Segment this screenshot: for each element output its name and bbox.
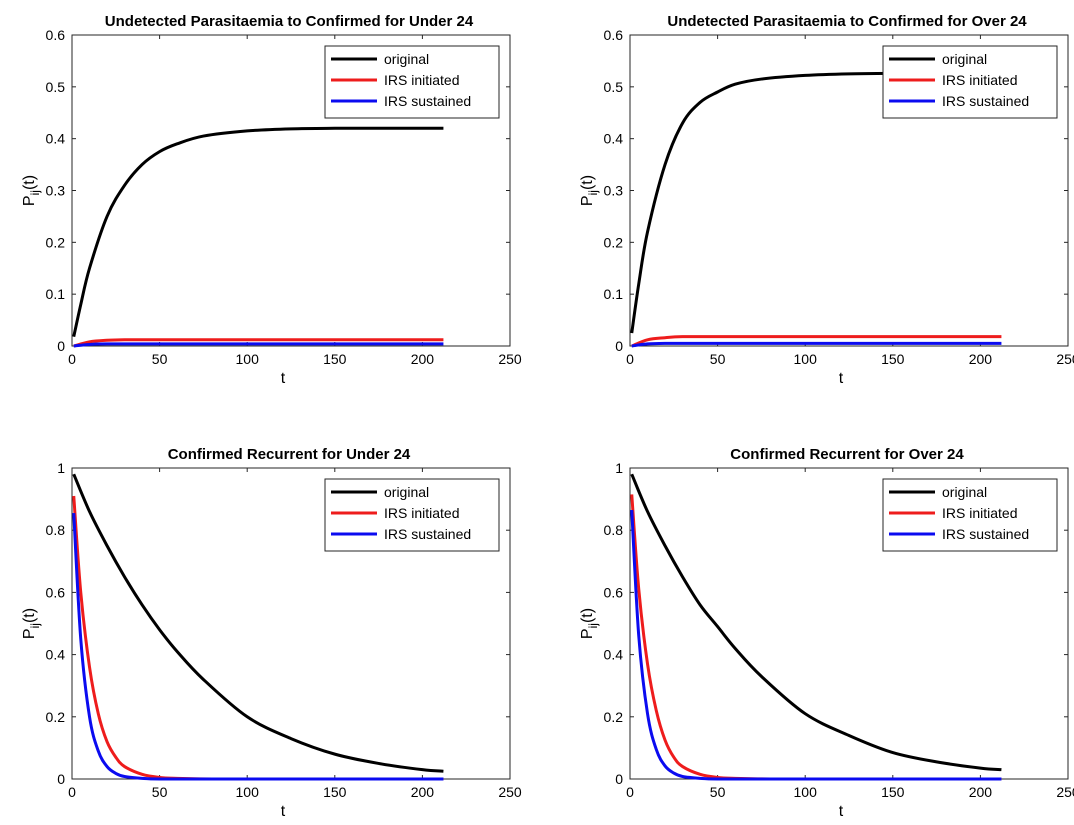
x-axis-label: t (839, 803, 844, 820)
x-tick-label: 200 (411, 784, 435, 800)
y-tick-label: 0.8 (604, 522, 624, 538)
y-tick-label: 0.8 (46, 522, 66, 538)
legend-label: original (942, 51, 987, 67)
y-tick-label: 0.2 (604, 234, 624, 250)
chart-title: Confirmed Recurrent for Over 24 (730, 446, 964, 463)
legend-label: original (384, 484, 429, 500)
plot-area (629, 467, 1069, 780)
x-tick-label: 250 (498, 784, 522, 800)
legend-label: IRS initiated (384, 505, 459, 521)
legend-label: IRS initiated (942, 505, 1017, 521)
y-tick-label: 0.2 (46, 234, 66, 250)
chart-title: Undetected Parasitaemia to Confirmed for… (667, 13, 1027, 30)
x-tick-label: 150 (323, 784, 347, 800)
legend: original IRS initiated IRS sustained (882, 478, 1058, 552)
legend: original IRS initiated IRS sustained (882, 45, 1058, 119)
y-tick-label: 0.6 (604, 584, 624, 600)
x-tick-label: 250 (1056, 351, 1074, 367)
x-tick-label: 250 (498, 351, 522, 367)
x-tick-label: 0 (68, 784, 76, 800)
y-tick-label: 0 (615, 771, 623, 787)
y-tick-label: 0.5 (604, 79, 624, 95)
x-tick-label: 150 (881, 784, 905, 800)
x-tick-label: 100 (236, 784, 260, 800)
series-line-irs-sustained (631, 341, 1002, 348)
y-tick-label: 0.4 (46, 647, 66, 663)
y-axis-label: Pij(t) (21, 175, 42, 206)
y-tick-label: 0 (57, 338, 65, 354)
legend: original IRS initiated IRS sustained (324, 45, 500, 119)
legend-label: IRS initiated (384, 72, 459, 88)
x-axis-label: t (281, 370, 286, 387)
y-tick-label: 1 (615, 460, 623, 476)
y-tick-label: 0.1 (46, 286, 66, 302)
chart-panel-1: 0 50 100 150 200 250 0 0.1 0.2 0.3 0.4 0.5 0.6 Undete… (21, 13, 522, 387)
y-tick-label: 0.2 (604, 709, 624, 725)
series-line-original (630, 473, 1002, 772)
y-tick-label: 0.4 (604, 131, 624, 147)
y-tick-label: 0.2 (46, 709, 66, 725)
x-tick-label: 100 (794, 784, 818, 800)
legend-label: IRS sustained (942, 526, 1029, 542)
x-tick-label: 100 (236, 351, 260, 367)
legend: original IRS initiated IRS sustained (324, 478, 500, 552)
chart-title: Undetected Parasitaemia to Confirmed for… (105, 13, 474, 30)
x-tick-label: 50 (710, 351, 726, 367)
legend-label: original (384, 51, 429, 67)
series-line-irs-initiated (73, 338, 444, 348)
legend-label: original (942, 484, 987, 500)
legend-label: IRS initiated (942, 72, 1017, 88)
x-tick-label: 50 (710, 784, 726, 800)
x-tick-label: 150 (323, 351, 347, 367)
x-tick-label: 50 (152, 784, 168, 800)
x-tick-label: 150 (881, 351, 905, 367)
chart-panel-2: 0 50 100 150 200 250 0 0.1 0.2 0.3 0.4 0.5 0.6 Undete… (579, 13, 1074, 387)
y-axis-label: Pij(t) (579, 608, 600, 639)
y-tick-label: 1 (57, 460, 65, 476)
series-line-original (72, 473, 444, 773)
legend-label: IRS sustained (384, 93, 471, 109)
x-tick-label: 250 (1056, 784, 1074, 800)
series-line-irs-sustained (72, 513, 444, 781)
x-axis-label: t (281, 803, 286, 820)
x-tick-label: 50 (152, 351, 168, 367)
x-tick-label: 0 (626, 784, 634, 800)
y-tick-label: 0.3 (604, 183, 624, 199)
x-tick-label: 0 (68, 351, 76, 367)
x-tick-label: 200 (969, 784, 993, 800)
x-tick-label: 100 (794, 351, 818, 367)
series-line-irs-initiated (631, 335, 1002, 348)
series-line-original (72, 126, 444, 337)
y-tick-label: 0.6 (46, 584, 66, 600)
y-axis-label: Pij(t) (21, 608, 42, 639)
legend-label: IRS sustained (384, 526, 471, 542)
x-tick-label: 0 (626, 351, 634, 367)
y-tick-label: 0.4 (604, 647, 624, 663)
chart-panel-4: 0 50 100 150 200 250 0 0.2 0.4 0.6 0.8 1 Confirmed R… (579, 446, 1074, 820)
series-line-irs-sustained (73, 342, 444, 348)
series-line-irs-sustained (630, 509, 1002, 781)
x-tick-label: 200 (969, 351, 993, 367)
y-tick-label: 0.6 (604, 27, 624, 43)
y-tick-label: 0.1 (604, 286, 624, 302)
legend-label: IRS sustained (942, 93, 1029, 109)
x-tick-label: 200 (411, 351, 435, 367)
y-tick-label: 0 (615, 338, 623, 354)
y-tick-label: 0 (57, 771, 65, 787)
y-axis-label: Pij(t) (579, 175, 600, 206)
y-tick-label: 0.5 (46, 79, 66, 95)
y-tick-label: 0.6 (46, 27, 66, 43)
chart-panel-3: 0 50 100 150 200 250 0 0.2 0.4 0.6 0.8 1 Confirmed R… (21, 446, 522, 820)
chart-title: Confirmed Recurrent for Under 24 (168, 446, 411, 463)
y-tick-label: 0.4 (46, 131, 66, 147)
y-tick-label: 0.3 (46, 183, 66, 199)
x-axis-label: t (839, 370, 844, 387)
